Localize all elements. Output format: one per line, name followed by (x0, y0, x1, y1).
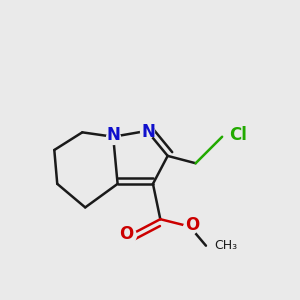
Text: O: O (119, 225, 134, 243)
Text: CH₃: CH₃ (214, 239, 237, 252)
Text: N: N (142, 123, 155, 141)
Text: Cl: Cl (230, 126, 247, 144)
Text: N: N (106, 126, 120, 144)
Text: O: O (186, 216, 200, 234)
